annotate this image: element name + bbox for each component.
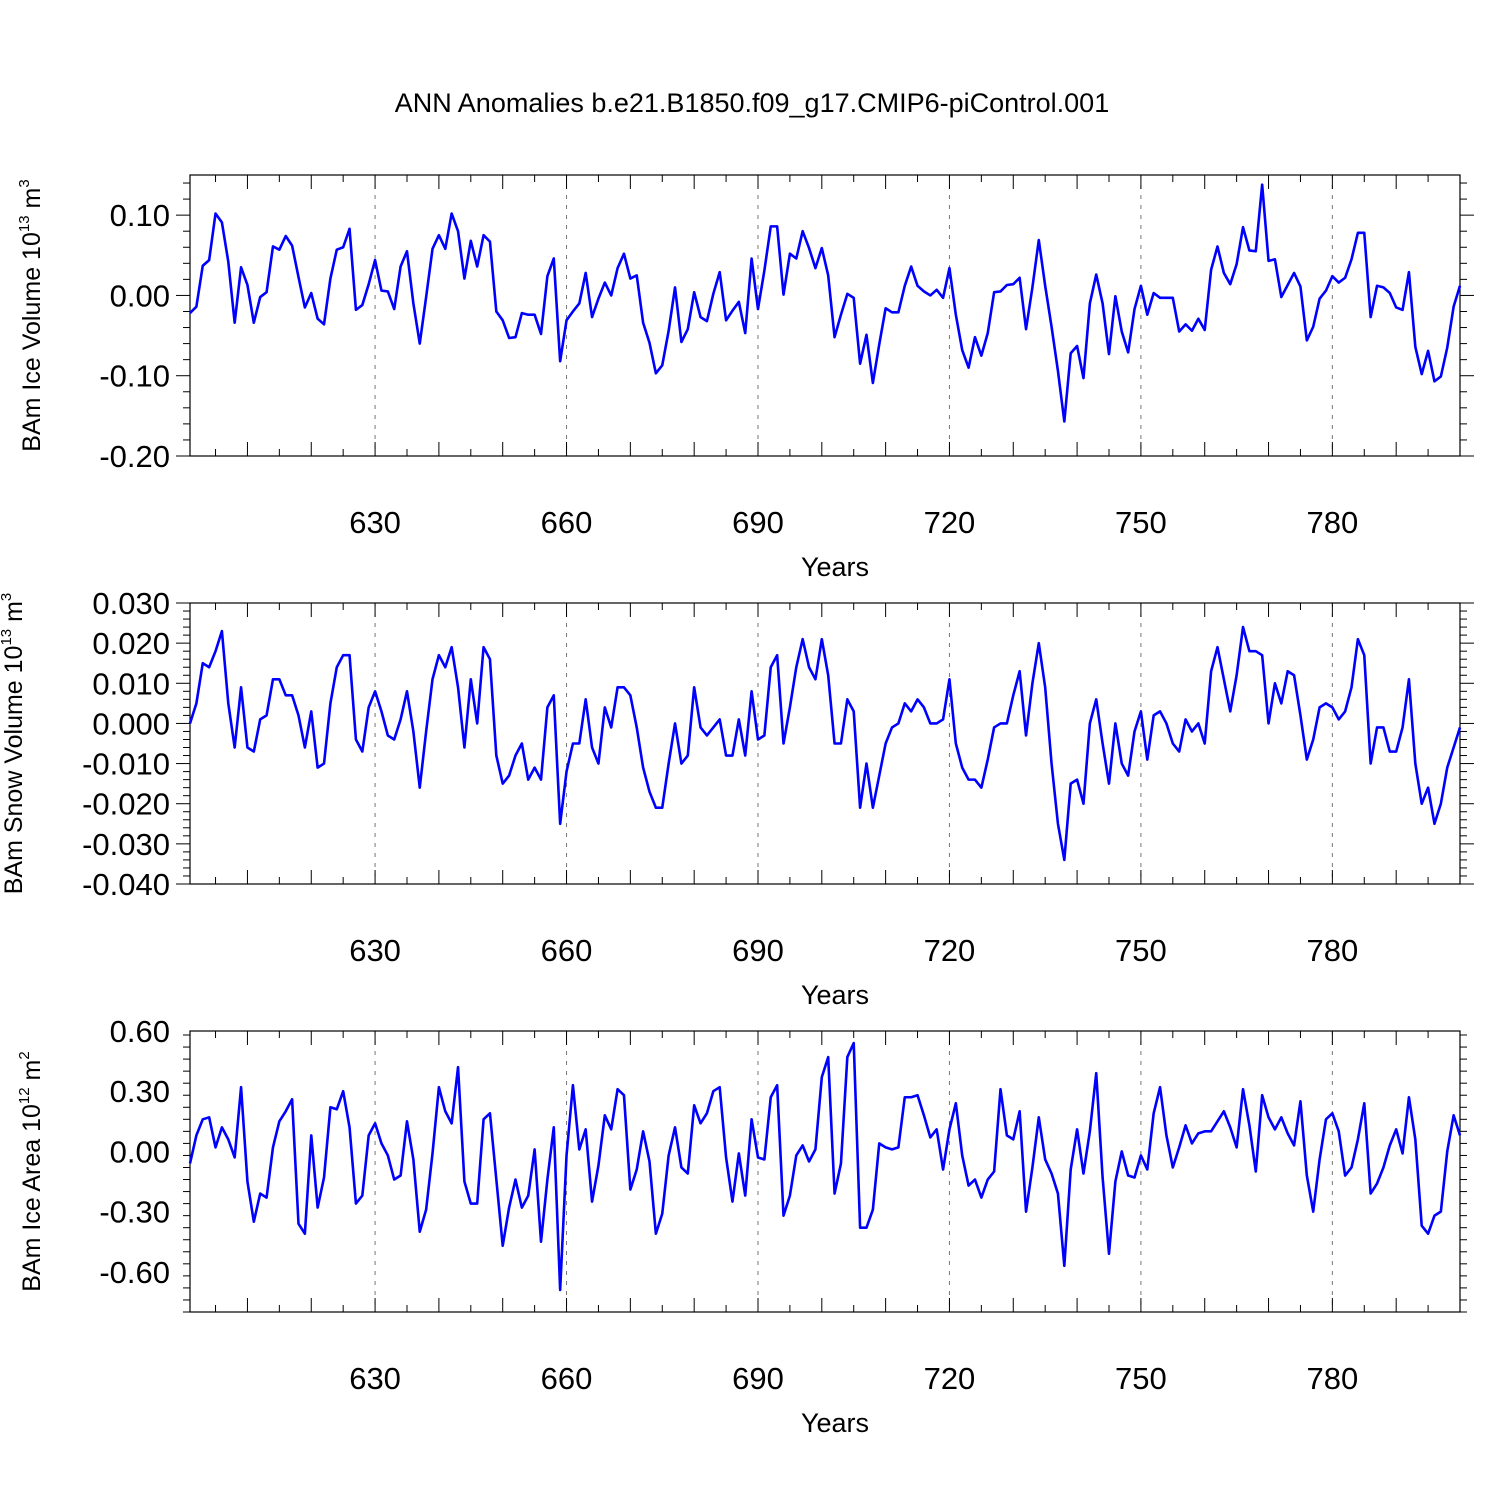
- y-tick-label: 0.00: [110, 278, 170, 313]
- x-tick-label: 660: [541, 505, 593, 540]
- x-axis-label: Years: [801, 1408, 869, 1438]
- y-tick-label: 0.30: [110, 1074, 170, 1109]
- y-axis-label: BAm Ice Volume 1013 m3: [16, 179, 46, 451]
- panel-1: 0.10 0.00 -0.10 -0.20 630 660 690 720 750 780 Year…: [16, 174, 1474, 582]
- y-tick-label: -0.040: [82, 867, 170, 902]
- x-tick-label: 630: [349, 933, 401, 968]
- x-tick-label: 780: [1306, 1361, 1358, 1396]
- series-line: [188, 1041, 1462, 1292]
- x-tick-label: 690: [732, 933, 784, 968]
- y-axis-label: BAm Ice Area 1012 m2: [16, 1051, 46, 1291]
- y-tick-label: -0.020: [82, 787, 170, 822]
- y-tick-label: -0.20: [99, 439, 170, 474]
- panel-3: 0.60 0.30 0.00 -0.30 -0.60 630 660 690 720 750 780…: [16, 1014, 1467, 1438]
- y-tick-label: 0.010: [92, 666, 170, 701]
- y-tick-label: 0.00: [110, 1134, 170, 1169]
- x-axis-label: Years: [801, 980, 869, 1010]
- x-tick-label: 750: [1115, 933, 1167, 968]
- y-tick-label: -0.60: [99, 1255, 170, 1290]
- x-tick-label: 690: [732, 1361, 784, 1396]
- y-tick-label: 0.030: [92, 586, 170, 621]
- x-tick-label: 780: [1306, 505, 1358, 540]
- x-tick-label: 720: [924, 933, 976, 968]
- y-tick-label: -0.030: [82, 827, 170, 862]
- x-tick-label: 720: [924, 1361, 976, 1396]
- x-tick-label: 750: [1115, 1361, 1167, 1396]
- y-tick-label: 0.000: [92, 706, 170, 741]
- x-axis-label: Years: [801, 552, 869, 582]
- y-tick-label: 0.60: [110, 1014, 170, 1049]
- chart-title: ANN Anomalies b.e21.B1850.f09_g17.CMIP6-…: [395, 88, 1109, 118]
- plot-frame: [189, 602, 1461, 885]
- y-axis-label: BAm Snow Volume 1013 m3: [0, 593, 28, 895]
- y-tick-label: 0.10: [110, 198, 170, 233]
- y-tick-label: -0.010: [82, 747, 170, 782]
- series-line: [188, 625, 1462, 862]
- plot-frame: [189, 1030, 1461, 1313]
- x-tick-label: 630: [349, 1361, 401, 1396]
- x-tick-label: 660: [541, 1361, 593, 1396]
- plot-frame: [189, 174, 1461, 457]
- x-tick-label: 690: [732, 505, 784, 540]
- x-tick-label: 720: [924, 505, 976, 540]
- y-tick-label: -0.10: [99, 359, 170, 394]
- y-tick-label: 0.020: [92, 626, 170, 661]
- series-line: [189, 183, 1462, 423]
- x-tick-label: 630: [349, 505, 401, 540]
- panels: 0.10 0.00 -0.10 -0.20 630 660 690 720 750 780 Year…: [0, 174, 1474, 1438]
- x-tick-label: 750: [1115, 505, 1167, 540]
- y-tick-label: -0.30: [99, 1195, 170, 1230]
- panel-2: 0.030 0.020 0.010 0.000 -0.010 -0.020 -0.030 -0…: [0, 586, 1474, 1010]
- x-tick-label: 660: [541, 933, 593, 968]
- x-tick-label: 780: [1306, 933, 1358, 968]
